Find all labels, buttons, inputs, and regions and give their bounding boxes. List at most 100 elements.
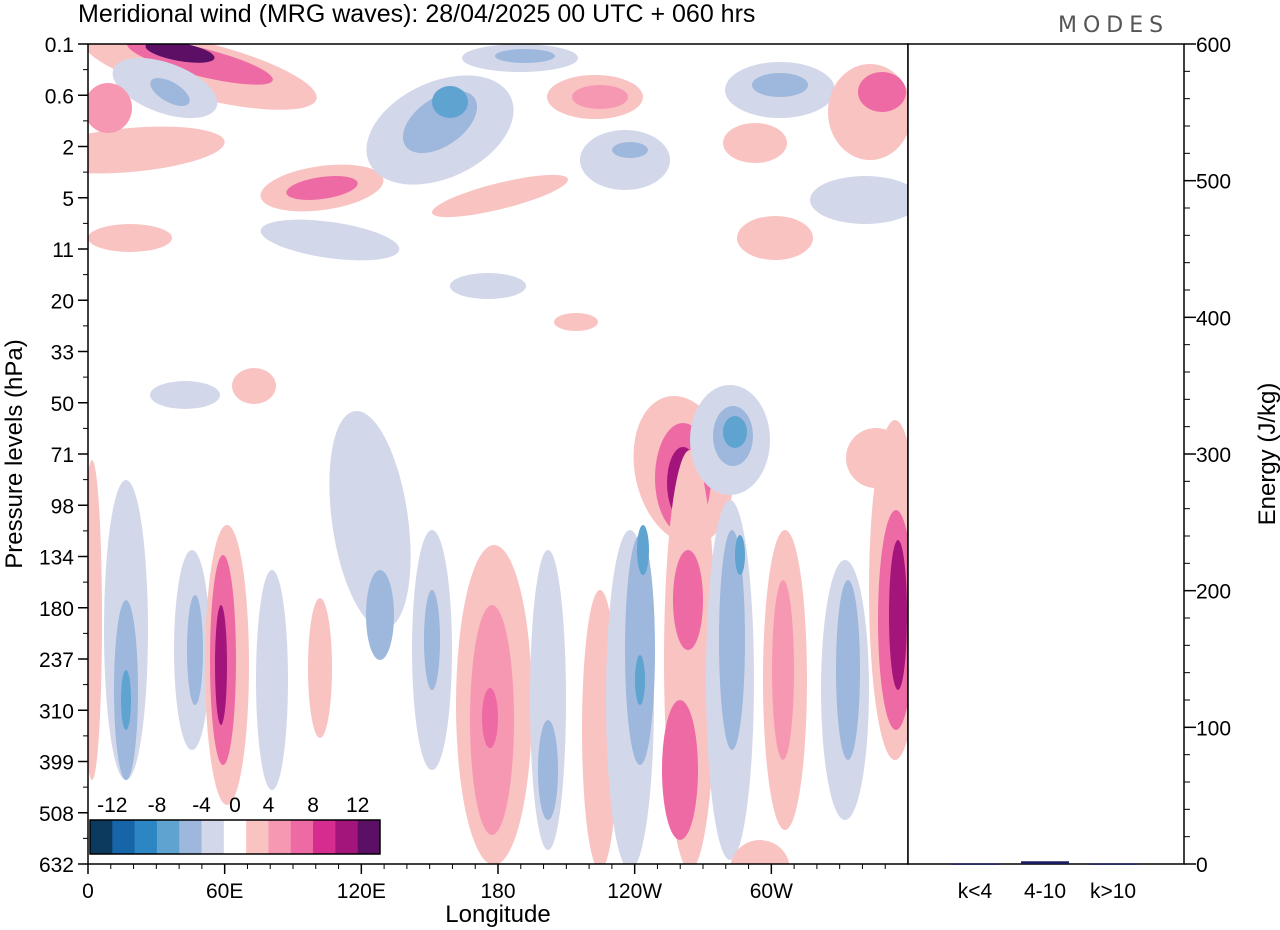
energy-categories: k<4 4-10 k>10 [958,880,1136,903]
colorbar-label: -4 [192,794,211,817]
contour-positive [88,83,132,133]
energy-tick-label: 500 [1196,171,1231,194]
energy-tick-label: 100 [1196,717,1231,740]
contour-positive [662,700,698,840]
contour-negative [580,130,670,190]
y-tick-label: 134 [39,547,74,570]
colorbar-swatch [156,820,180,854]
energy-category-label: k<4 [958,880,993,903]
contour-positive [723,123,787,163]
contour-negative [424,590,440,690]
modes-logo: MODES [1058,13,1169,38]
chart-title: Meridional wind (MRG waves): 28/04/2025 … [78,0,755,28]
contour-negative [495,49,555,63]
colorbar-swatch [290,820,314,854]
y-tick-label: 2 [62,137,74,160]
y-tick-label: 237 [39,649,74,672]
energy-axis-title: Energy (J/kg) [1254,383,1280,526]
y-tick-label: 20 [51,290,74,313]
x-axis: 0 60E 120E 180 120W 60W [82,864,886,903]
colorbar-label: -8 [148,794,167,817]
contour-negative [150,78,190,106]
colorbar: -12 -8 -4 0 4 8 12 [89,794,381,855]
contour-positive [482,688,498,748]
contour-positive [88,126,225,174]
x-tick-label: 60W [750,880,793,903]
contour-positive [232,368,276,404]
colorbar-swatch [246,820,269,854]
y-axis-title: Pressure levels (hPa) [1,339,28,568]
contour-negative [432,86,468,118]
colorbar-swatch [134,820,158,854]
energy-bars [951,861,1137,865]
contour-negative [450,273,526,299]
contour-fills [88,44,908,864]
y-tick-label: 71 [51,444,74,467]
contour-negative [735,535,745,575]
contour-positive [673,550,703,650]
y-tick-label: 5 [62,188,74,211]
contour-positive [572,85,628,109]
contour-negative [329,410,411,630]
energy-tick-label: 400 [1196,307,1231,330]
contour-negative [635,655,645,705]
contour-negative [637,525,649,575]
colorbar-swatch [179,820,203,854]
energy-bar [1021,861,1069,864]
energy-category-label: k>10 [1090,880,1136,903]
contour-negative [719,530,745,750]
contour-positive-max [145,44,215,63]
contour-negative [150,381,220,409]
energy-category-label: 4-10 [1024,880,1066,903]
colorbar-swatch [268,820,292,854]
contour-positive [858,72,906,112]
y-tick-label: 632 [39,854,74,877]
energy-tick-label: 300 [1196,444,1231,467]
colorbar-swatch [357,820,381,854]
energy-tick-label: 0 [1196,854,1208,877]
contour-positive [730,840,790,864]
y-tick-label: 399 [39,752,74,775]
colorbar-swatch [201,820,225,854]
contour-positive [432,174,568,218]
contour-positive [308,598,332,738]
colorbar-label: 12 [346,794,369,817]
contour-positive [88,224,172,252]
x-axis-title: Longitude [445,901,550,928]
y-tick-label: 310 [39,700,74,723]
x-tick-label: 120E [337,880,386,903]
colorbar-frame [89,819,381,855]
y-tick-label: 11 [52,239,74,262]
contour-negative [366,570,394,660]
contour-negative [538,720,558,820]
energy-tick-label: 200 [1196,581,1231,604]
energy-bar [1089,863,1137,865]
y-tick-label: 180 [39,598,74,621]
contour-positive [554,313,598,331]
y-axis: 0.1 0.6 2 5 11 20 33 50 71 98 134 180 237 310 399 508 63… [39,34,88,877]
contour-negative [260,219,400,261]
colorbar-swatch [223,820,247,854]
y-tick-label: 50 [51,393,74,416]
energy-tick-label: 600 [1196,34,1231,57]
contour-positive [88,460,102,780]
contour-positive [215,605,227,725]
y-tick-label: 508 [39,803,74,826]
contour-negative [723,416,747,448]
colorbar-swatch [313,820,336,854]
contour-positive [286,176,358,200]
colorbar-label: 0 [229,794,241,817]
contour-negative [187,595,203,705]
energy-bar [951,863,999,865]
contour-negative [810,176,908,224]
contour-negative [625,535,655,765]
contour-negative [752,73,808,97]
contour-negative [256,570,288,790]
contour-positive [889,540,907,690]
x-tick-label: 120W [607,880,662,903]
x-tick-label: 0 [82,880,94,903]
y-tick-label: 0.1 [45,34,74,57]
contour-negative [612,142,648,158]
colorbar-label: -12 [97,794,127,817]
